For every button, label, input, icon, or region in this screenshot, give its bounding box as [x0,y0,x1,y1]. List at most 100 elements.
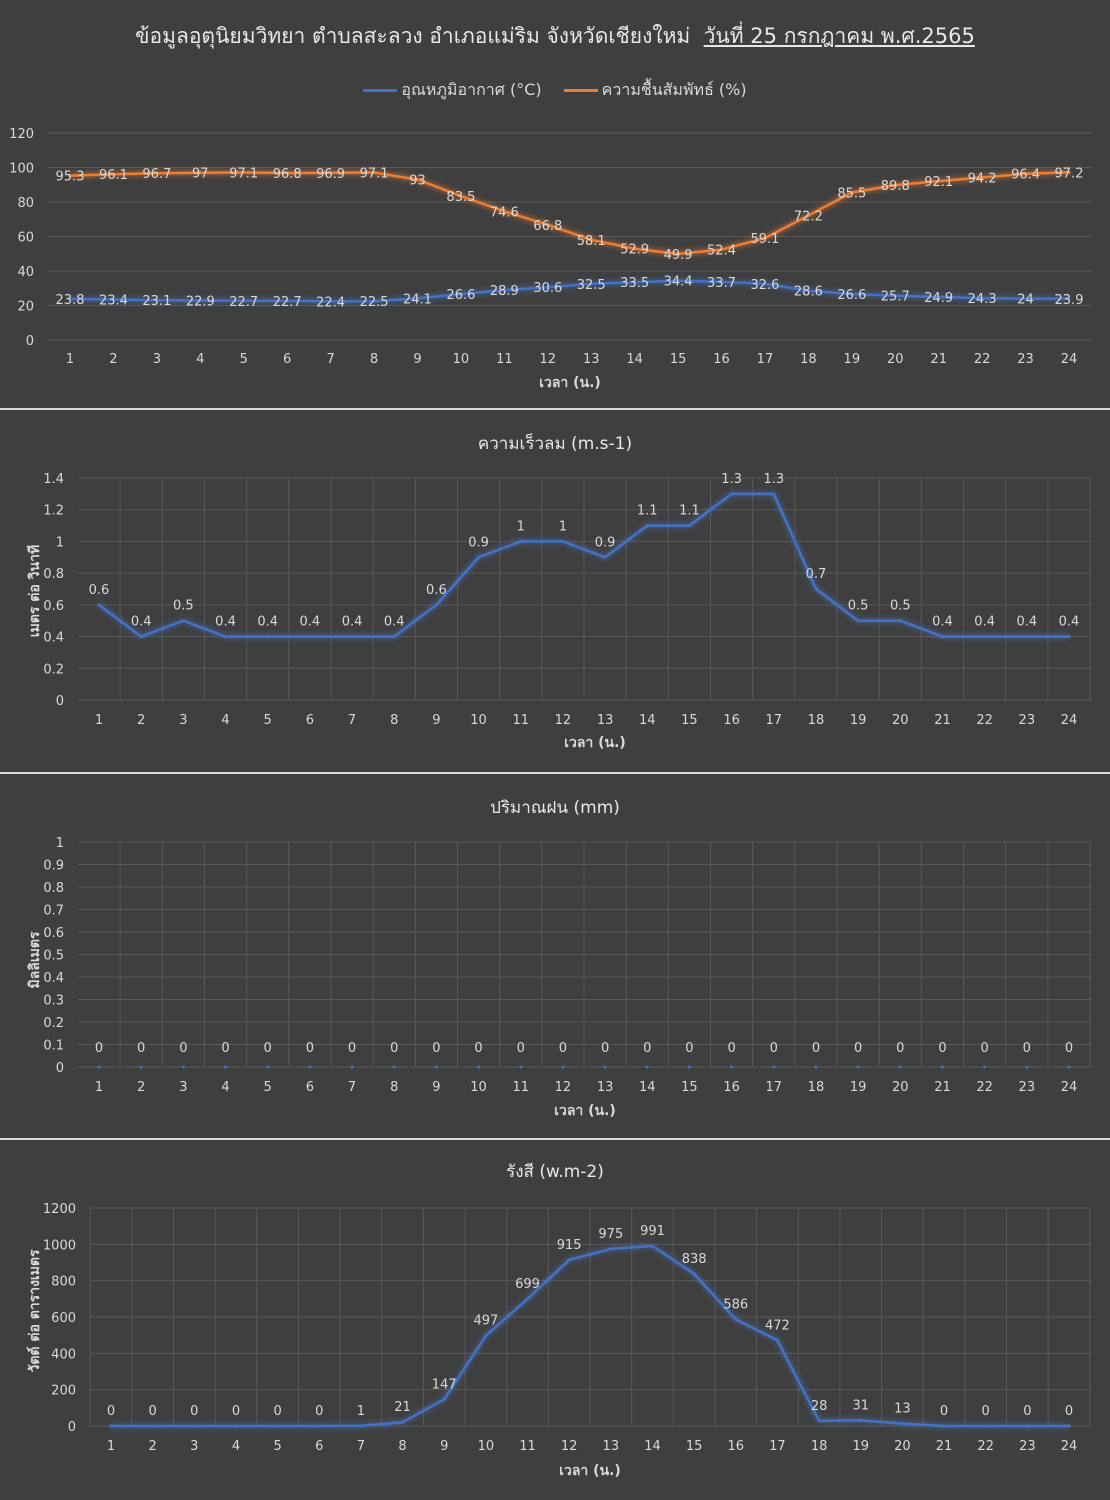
data-point [603,555,607,559]
data-label: 0 [264,1041,272,1056]
x-tick-label: 3 [179,1080,187,1095]
data-label: 52.9 [620,243,649,258]
data-label: 49.9 [664,248,693,263]
y-axis-label: มิลลิเมตร [27,931,43,989]
y-tick-label: 1.2 [43,504,64,519]
data-label: 58.1 [577,234,606,249]
data-point [459,292,463,296]
data-label: 497 [473,1314,498,1329]
x-tick-label: 1 [66,352,74,367]
x-tick-label: 2 [149,1439,157,1454]
data-point [308,635,312,639]
x-tick-label: 5 [264,713,272,728]
data-label: 97.1 [360,167,389,182]
data-point [940,1065,944,1069]
data-label: 838 [682,1252,707,1267]
data-label: 1.1 [637,504,658,519]
data-label: 586 [723,1298,748,1313]
x-tick-label: 15 [670,352,687,367]
data-point [442,1397,446,1401]
radiation-chart-title: รังสี (w.m-2) [506,1162,604,1182]
x-tick-label: 17 [757,352,774,367]
data-point [650,1244,654,1248]
x-tick-label: 14 [626,352,643,367]
x-tick-label: 19 [844,352,861,367]
x-tick-label: 7 [348,1080,356,1095]
x-tick-label: 13 [597,1080,614,1095]
x-tick-label: 23 [1019,1080,1036,1095]
data-point [561,1065,565,1069]
y-tick-label: 60 [17,231,34,246]
x-tick-label: 2 [109,352,117,367]
x-tick-label: 2 [137,1080,145,1095]
data-label: 74.6 [490,205,519,220]
data-label: 0.4 [1059,615,1080,630]
data-label: 0.9 [468,535,489,550]
x-tick-label: 3 [153,352,161,367]
data-point [266,635,270,639]
data-point [519,539,523,543]
data-label: 34.4 [664,275,693,290]
x-tick-label: 6 [315,1439,323,1454]
data-label: 0 [190,1404,198,1419]
data-point [151,1424,155,1428]
x-tick-label: 1 [95,713,103,728]
data-label: 0.4 [974,615,995,630]
data-label: 0 [1023,1041,1031,1056]
x-tick-label: 18 [808,1080,825,1095]
y-tick-label: 1.4 [43,472,64,487]
x-tick-label: 15 [681,1080,698,1095]
y-axis-label: เมตร ต่อ วินาที [27,544,43,638]
data-label: 0 [232,1404,240,1419]
data-label: 25.7 [881,290,910,305]
data-point [109,1424,113,1428]
wind-chart-title: ความเร็วลม (m.s-1) [477,434,633,454]
x-tick-label: 22 [976,1080,993,1095]
main-title: ข้อมูลอุตุนิยมวิทยา ตำบลสะลวง อำเภอแม่ริ… [0,20,1110,53]
data-point [139,1065,143,1069]
data-label: 83.5 [446,190,475,205]
x-tick-label: 20 [892,713,909,728]
x-tick-label: 18 [808,713,825,728]
data-label: 0 [348,1041,356,1056]
data-point [940,635,944,639]
data-point [68,297,72,301]
data-point [850,191,854,195]
data-label: 28.9 [490,284,519,299]
main-title-text: ข้อมูลอุตุนิยมวิทยา ตำบลสะลวง อำเภอแม่ริ… [135,24,691,48]
x-tick-label: 21 [936,1439,953,1454]
x-tick-label: 19 [850,713,867,728]
x-tick-label: 8 [398,1439,406,1454]
data-label: 96.4 [1011,168,1040,183]
data-point [633,280,637,284]
data-point [772,492,776,496]
x-tick-label: 17 [766,1080,783,1095]
data-point [806,289,810,293]
x-tick-label: 14 [639,1080,656,1095]
data-point [285,171,289,175]
data-point [1025,1424,1029,1428]
data-point [285,299,289,303]
y-tick-label: 0.7 [43,904,64,919]
data-label: 0.4 [215,615,236,630]
data-label: 0 [179,1041,187,1056]
data-point [1067,635,1071,639]
data-label: 33.7 [707,276,736,291]
x-tick-label: 17 [769,1439,786,1454]
data-label: 23.4 [99,294,128,309]
radiation-panel: รังสี (w.m-2) 0 200 400 600 800 1000 1200 1 2 3 4 5… [0,1140,1110,1500]
data-point [589,282,593,286]
y-tick-label: 80 [17,196,34,211]
x-tick-label: 7 [357,1439,365,1454]
data-point [1025,635,1029,639]
x-tick-label: 24 [1061,352,1078,367]
x-tick-label: 22 [977,1439,994,1454]
data-label: 96.7 [142,167,171,182]
data-point [937,179,941,183]
data-point [181,1065,185,1069]
data-point [893,294,897,298]
x-tick-label: 23 [1019,1439,1036,1454]
data-label: 97.1 [229,167,258,182]
legend-swatch-temperature [363,89,398,92]
